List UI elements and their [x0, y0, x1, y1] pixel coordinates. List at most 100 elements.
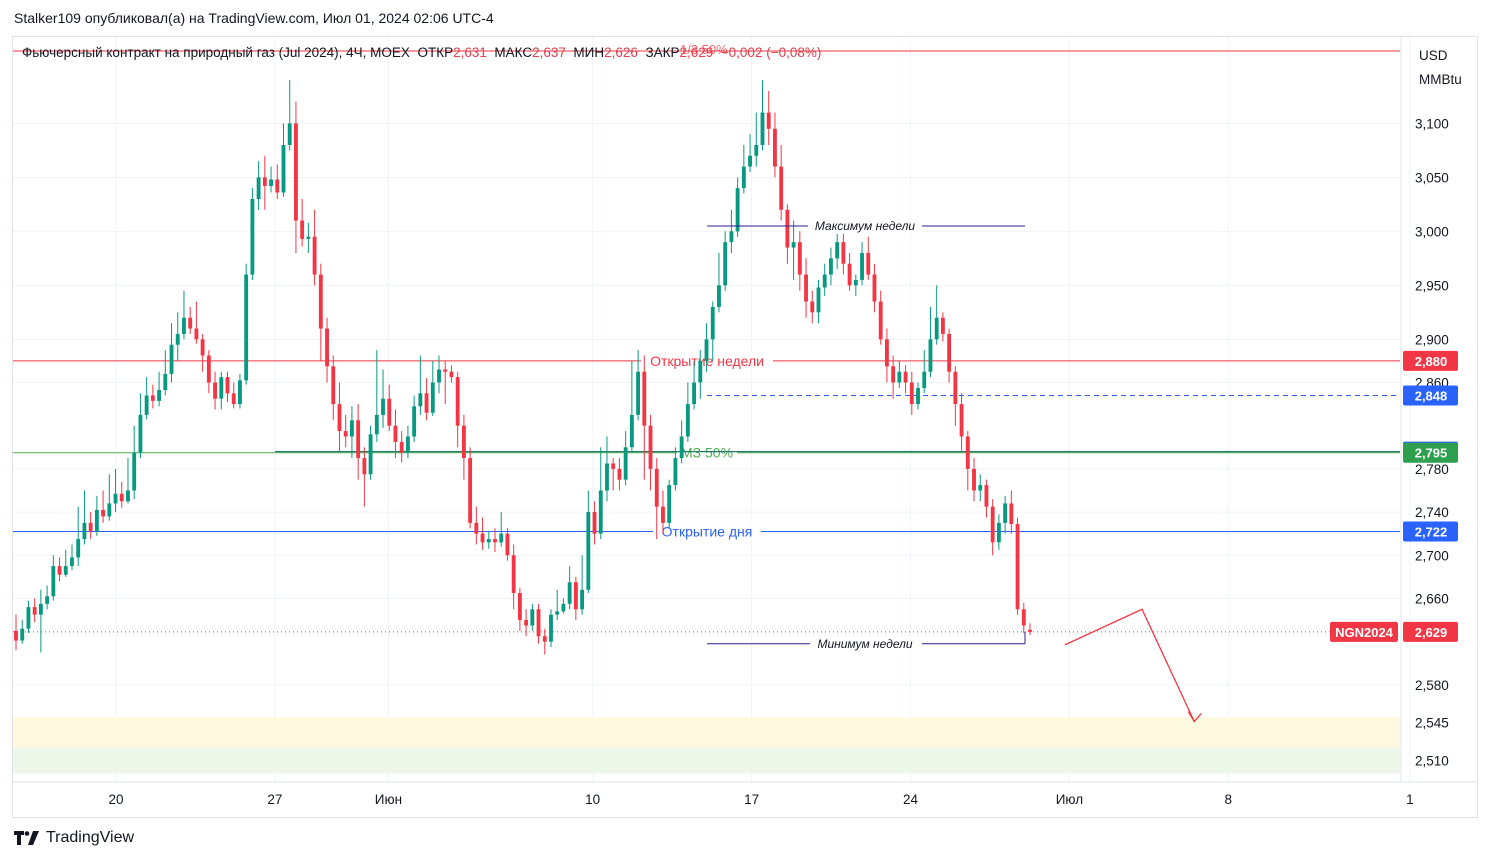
price-tick-label: 2,700	[1415, 548, 1449, 563]
candle-body	[779, 166, 784, 210]
candle-body	[70, 557, 74, 567]
price-tick-label: 2,660	[1415, 591, 1449, 606]
candle-body	[356, 420, 361, 459]
price-zone	[13, 717, 1400, 748]
candle-body	[1028, 629, 1032, 632]
candle-body	[405, 436, 410, 453]
candle-body	[928, 339, 933, 372]
candle-body	[648, 425, 653, 469]
candle-body	[20, 628, 25, 641]
date-label: Июн	[375, 792, 402, 807]
candle-body	[238, 380, 242, 405]
candle-body	[306, 236, 311, 239]
candle-body	[38, 603, 43, 615]
candle-body	[294, 123, 298, 221]
date-label: Июл	[1056, 792, 1083, 807]
candle-body	[511, 555, 516, 594]
high-label: МАКС	[494, 45, 533, 60]
candle-body	[244, 274, 249, 381]
candle-body	[331, 366, 336, 405]
candle-body	[872, 274, 877, 302]
candle-body	[399, 441, 404, 453]
candle-body	[586, 512, 591, 590]
candle-body	[430, 382, 435, 413]
candle-body	[368, 434, 373, 475]
candle-body	[424, 393, 429, 413]
candle-body	[318, 274, 323, 329]
candle-body	[804, 274, 808, 302]
price-tick-label: 2,545	[1415, 716, 1449, 731]
level-price-badge-bg	[1403, 442, 1458, 463]
candle-body	[1015, 523, 1020, 610]
candle-body	[269, 179, 273, 186]
candle-body	[144, 395, 149, 415]
unit-selector[interactable]: USD MMBtu	[1419, 44, 1462, 92]
candle-body	[287, 123, 292, 145]
candle-body	[748, 155, 752, 167]
candle-body	[113, 493, 118, 504]
candle-body	[623, 447, 628, 480]
chart-frame	[12, 36, 1478, 818]
candle-body	[667, 485, 672, 523]
candle-body	[555, 611, 560, 615]
candle-body	[598, 490, 603, 534]
measure-label: MMBtu	[1419, 72, 1462, 87]
price-axis: 3,1003,0503,0002,9502,9002,8602,7802,740…	[13, 37, 1477, 783]
candle-body	[194, 328, 199, 340]
candle-body	[909, 382, 914, 405]
footer-brand[interactable]: TradingView	[14, 829, 134, 847]
annotations: Максимум недели Минимум недели	[13, 217, 1400, 723]
candle-body	[188, 317, 193, 329]
candle-body	[760, 112, 765, 145]
candle-body	[337, 404, 342, 432]
date-label: 24	[903, 792, 919, 807]
symbol-tag: NGN2024	[1335, 625, 1394, 640]
candle-body	[231, 393, 236, 405]
candle-body	[225, 377, 230, 394]
candle-body	[374, 414, 379, 435]
candle-body	[387, 398, 392, 426]
level-price-badge: 2,795	[1415, 446, 1448, 461]
candle-body	[853, 279, 858, 286]
candle-body	[654, 468, 659, 507]
date-label: 20	[108, 792, 123, 807]
candle-body	[829, 258, 833, 275]
candle-body	[723, 242, 728, 286]
brand-name: TradingView	[46, 829, 135, 846]
candle-body	[996, 522, 1001, 543]
candle-body	[741, 166, 746, 189]
candle-body	[561, 603, 566, 612]
candle-body	[461, 425, 466, 459]
candle-body	[530, 609, 535, 626]
price-tick-label: 2,510	[1415, 753, 1449, 768]
candle-body	[493, 539, 497, 543]
price-tick-label: 2,580	[1415, 678, 1449, 693]
symbol-legend[interactable]: Фьючерсный контракт на природный газ (Ju…	[22, 45, 821, 60]
candle-body	[710, 306, 715, 340]
candle-body	[611, 463, 616, 469]
date-label: 27	[267, 792, 282, 807]
candle-body	[1021, 609, 1026, 626]
candle-body	[393, 425, 398, 442]
candle-body	[642, 371, 647, 426]
candle-body	[45, 596, 50, 604]
candle-body	[107, 503, 112, 517]
price-tick-label: 2,780	[1415, 462, 1449, 477]
candle-body	[517, 593, 522, 621]
candle-body	[629, 414, 634, 448]
candle-body	[32, 607, 37, 615]
symbol-tag-bg	[1330, 621, 1398, 642]
candle-body	[1003, 503, 1008, 523]
candle-body	[916, 387, 920, 405]
candle-body	[349, 420, 354, 437]
candle-body	[573, 582, 578, 610]
level-price-badge-bg	[1403, 350, 1458, 371]
candles	[14, 80, 1032, 655]
candle-body	[150, 395, 155, 401]
currency-label: USD	[1419, 48, 1448, 63]
close-value: 2,629	[679, 45, 714, 60]
candle-body	[841, 242, 846, 264]
candle-body	[679, 436, 684, 459]
candle-body	[126, 490, 130, 502]
